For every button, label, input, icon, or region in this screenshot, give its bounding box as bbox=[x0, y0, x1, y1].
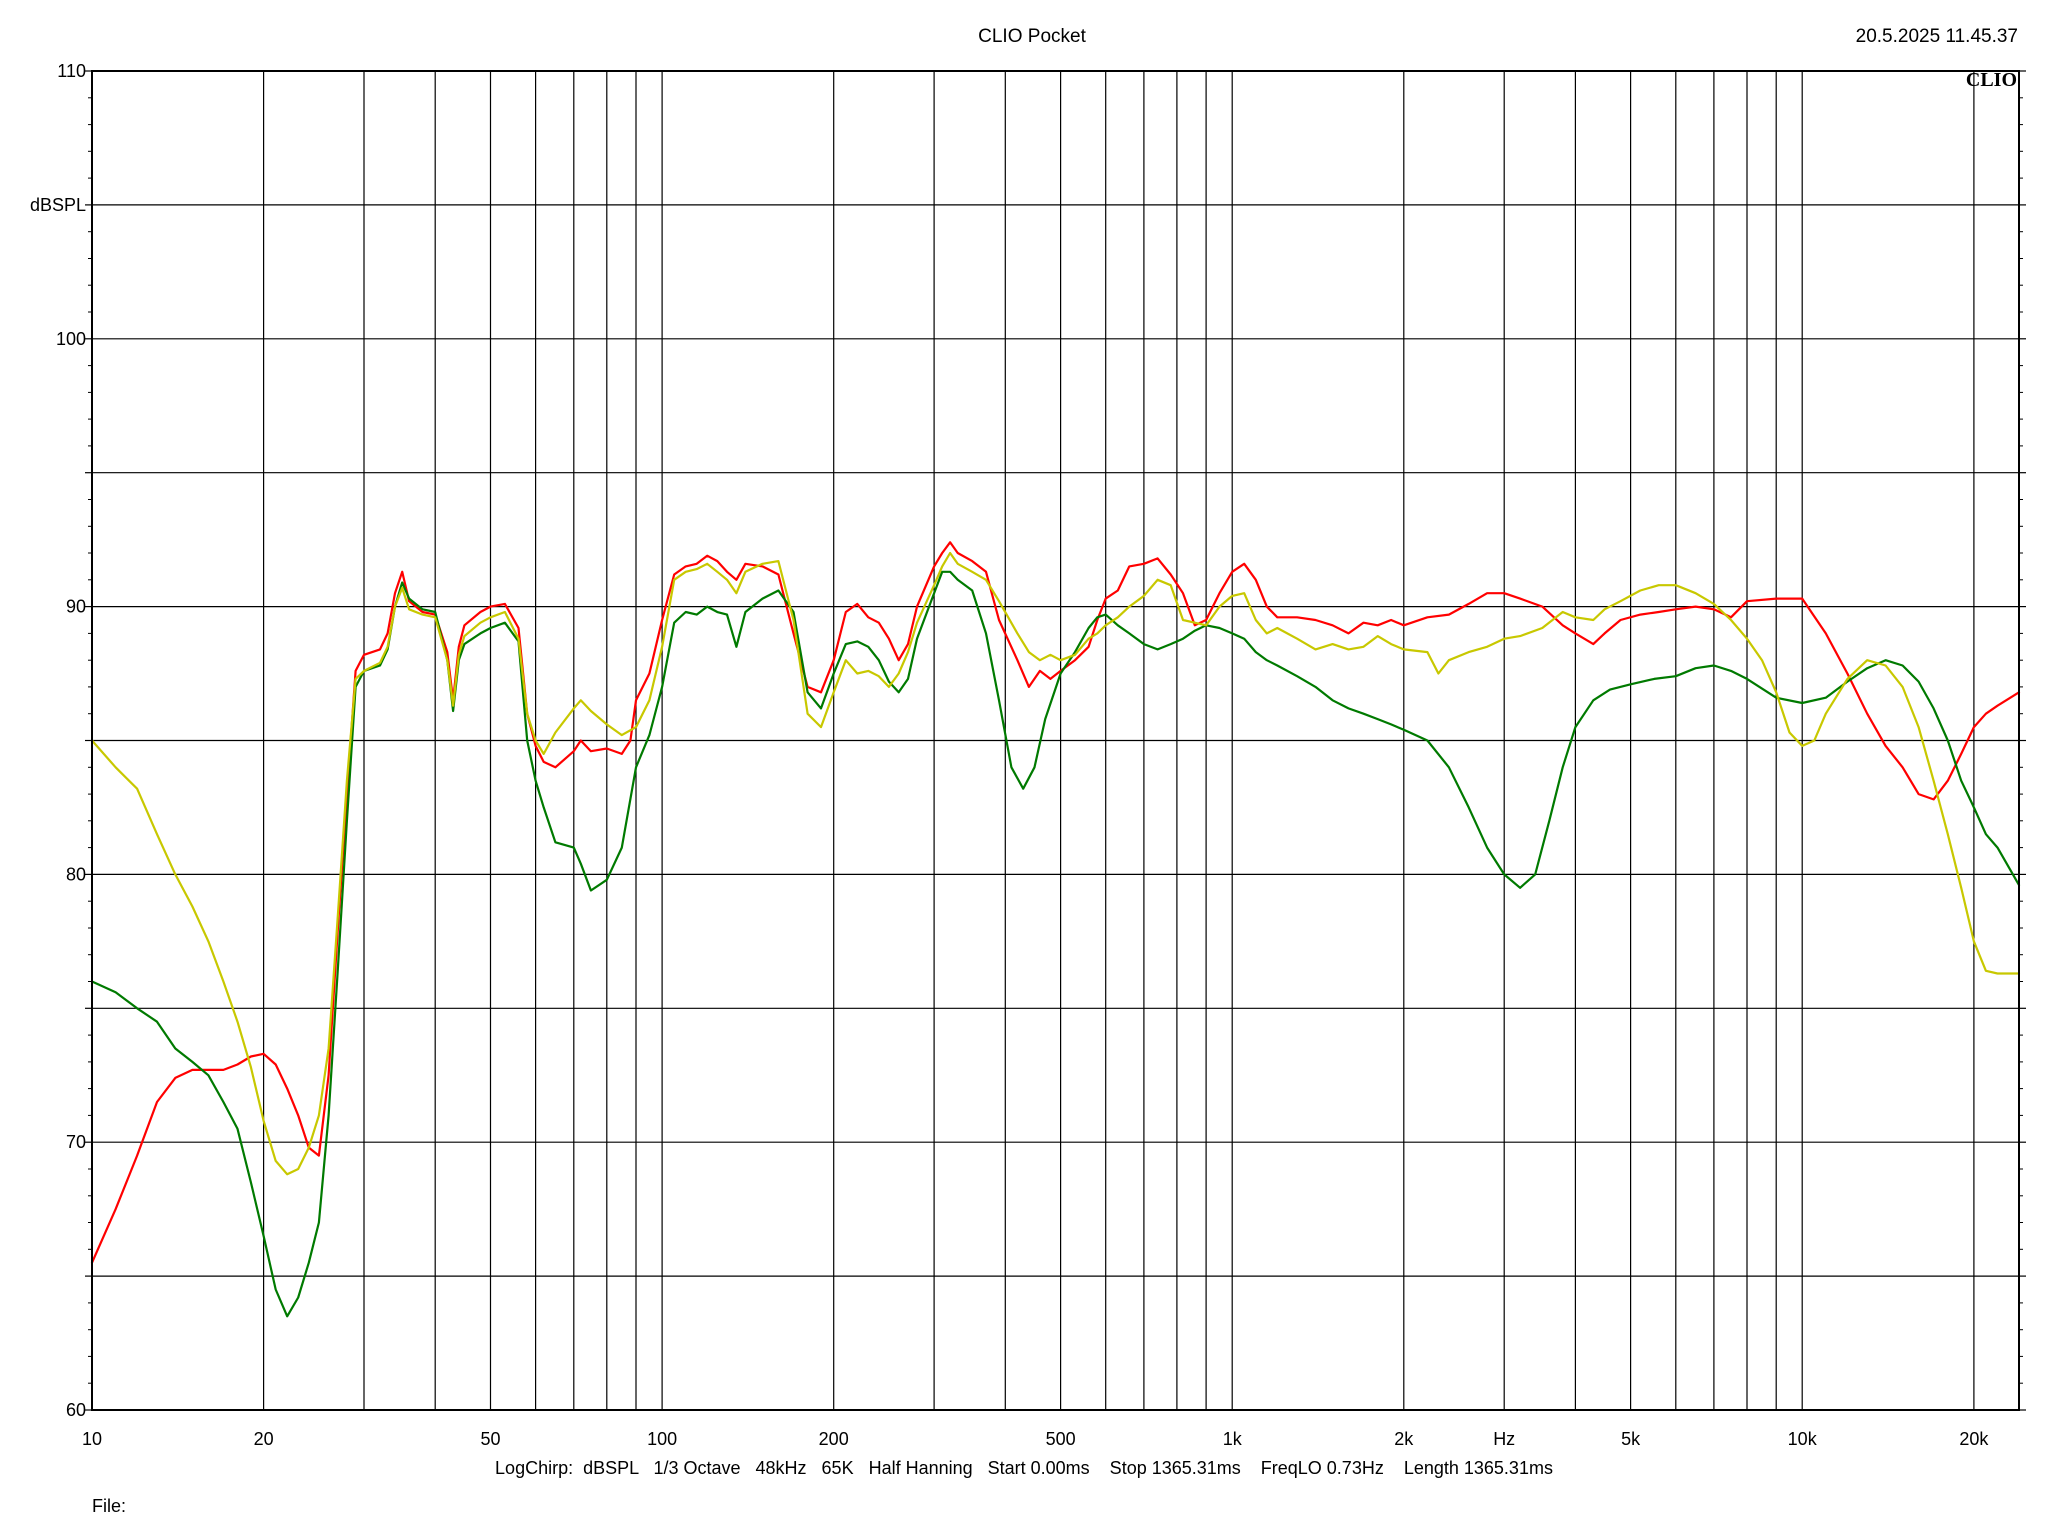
y-tick-label: 110 bbox=[57, 61, 86, 81]
x-tick-label: 100 bbox=[647, 1429, 677, 1449]
x-tick-label: 200 bbox=[819, 1429, 849, 1449]
x-tick-label: 500 bbox=[1046, 1429, 1076, 1449]
timestamp: 20.5.2025 11.45.37 bbox=[1856, 26, 2018, 47]
series-lines bbox=[90, 541, 2021, 1318]
x-tick-label: 10k bbox=[1788, 1429, 1818, 1449]
y-tick-label: 70 bbox=[66, 1132, 86, 1152]
file-label: File: bbox=[92, 1496, 127, 1516]
x-tick-label: 2k bbox=[1394, 1429, 1414, 1449]
series-line bbox=[90, 551, 2021, 1176]
x-tick-label: Hz bbox=[1493, 1429, 1515, 1449]
y-tick-label: 90 bbox=[66, 597, 86, 617]
y-tick-label: 80 bbox=[66, 864, 86, 884]
series-line bbox=[90, 570, 2021, 1318]
axis-tick-labels: 10 20 50 100 200 500 1k 2k Hz 5k 10k 20k 60 70 80 90 100… bbox=[30, 61, 1989, 1449]
series-line bbox=[90, 541, 2021, 1264]
y-tick-label: 60 bbox=[66, 1400, 86, 1420]
x-tick-label: 20 bbox=[254, 1429, 274, 1449]
measurement-info: LogChirp: dBSPL 1/3 Octave 48kHz 65K Hal… bbox=[495, 1458, 1553, 1478]
grid bbox=[85, 70, 2026, 1411]
x-tick-label: 50 bbox=[480, 1429, 500, 1449]
y-tick-label: 100 bbox=[56, 329, 86, 349]
app-title: CLIO Pocket bbox=[978, 26, 1086, 47]
x-tick-label: 5k bbox=[1621, 1429, 1641, 1449]
y-tick-label: dBSPL bbox=[30, 195, 86, 215]
plot-frame bbox=[91, 70, 2020, 1411]
x-tick-label: 10 bbox=[82, 1429, 102, 1449]
x-tick-label: 20k bbox=[1959, 1429, 1989, 1449]
clio-logo: CLIO bbox=[1966, 69, 2017, 91]
x-tick-label: 1k bbox=[1223, 1429, 1243, 1449]
